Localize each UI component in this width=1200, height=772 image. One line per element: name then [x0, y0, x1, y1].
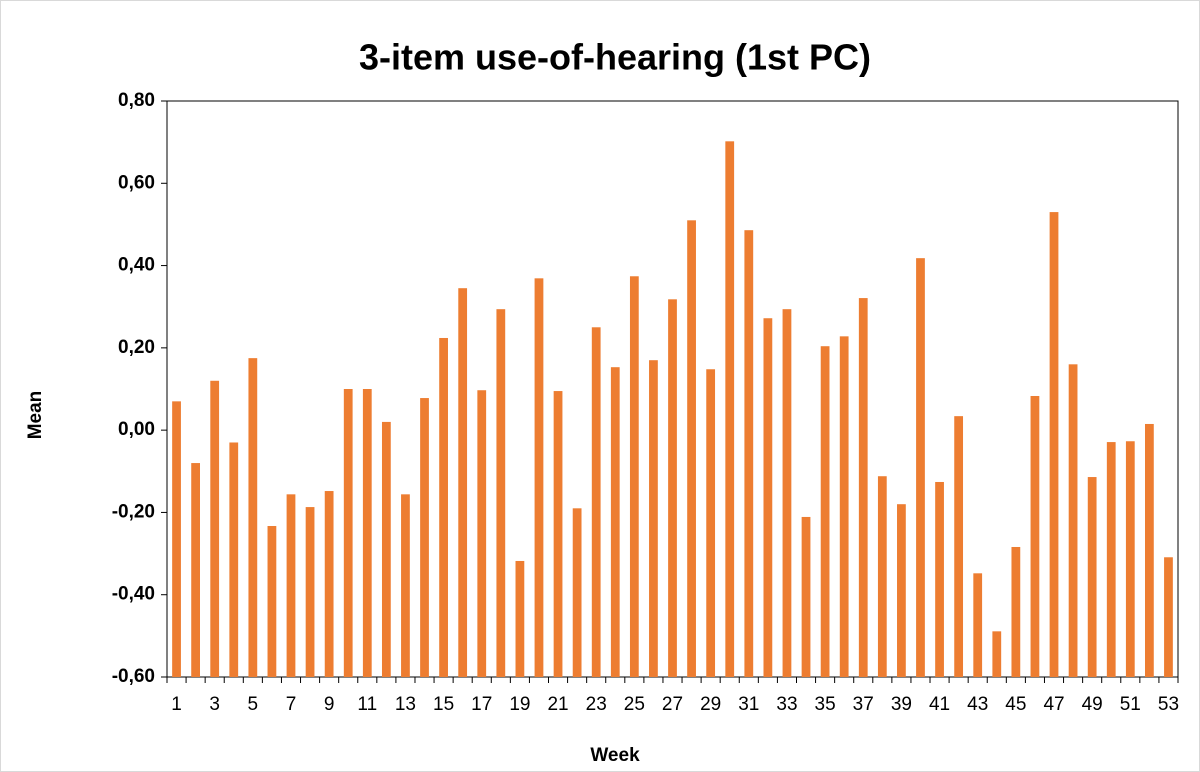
- bar: [973, 573, 983, 677]
- bar: [725, 141, 735, 677]
- x-tick-label: 9: [324, 694, 335, 715]
- y-tick-label: 0,60: [118, 172, 155, 193]
- bar: [267, 526, 277, 677]
- y-tick-label: 0,00: [118, 419, 155, 440]
- bar: [1106, 442, 1116, 677]
- y-tick-label: 0,20: [118, 337, 155, 358]
- bar: [1125, 441, 1135, 677]
- chart-title: 3-item use-of-hearing (1st PC): [359, 37, 871, 78]
- x-tick-label: 49: [1082, 694, 1103, 715]
- x-tick-label: 43: [967, 694, 988, 715]
- bar: [954, 416, 964, 677]
- bar: [305, 507, 315, 677]
- y-tick-label: 0,40: [118, 255, 155, 276]
- bar: [629, 276, 639, 677]
- x-tick-label: 23: [586, 694, 607, 715]
- x-tick-label: 21: [547, 694, 568, 715]
- bar: [668, 299, 677, 677]
- x-tick-label: 33: [776, 694, 797, 715]
- x-tick-label: 13: [395, 694, 416, 715]
- x-tick-label: 17: [471, 694, 492, 715]
- x-tick-label: 41: [929, 694, 950, 715]
- bar: [916, 258, 925, 677]
- bar: [820, 346, 830, 677]
- bar: [1068, 364, 1078, 677]
- bar: [858, 298, 868, 677]
- x-tick-label: 1: [171, 694, 182, 715]
- y-tick-label: 0,80: [118, 90, 155, 111]
- bar: [362, 389, 372, 677]
- x-tick-label: 15: [433, 694, 454, 715]
- x-tick-label: 19: [509, 694, 530, 715]
- bar: [706, 369, 716, 677]
- x-tick-label: 29: [700, 694, 721, 715]
- x-tick-label: 11: [357, 694, 377, 715]
- bar: [1144, 423, 1154, 677]
- bar: [553, 391, 563, 677]
- bar: [782, 309, 792, 677]
- bar: [324, 491, 334, 677]
- bar: [420, 398, 429, 677]
- x-tick-label: 39: [891, 694, 912, 715]
- y-tick-label: -0,60: [112, 666, 155, 687]
- x-tick-label: 45: [1005, 694, 1026, 715]
- x-tick-label: 3: [209, 694, 220, 715]
- bar: [229, 442, 239, 677]
- x-tick-label: 51: [1120, 694, 1141, 715]
- bar: [381, 421, 391, 677]
- bar: [801, 516, 811, 677]
- bar: [1164, 557, 1173, 677]
- bar: [897, 504, 906, 677]
- bar: [877, 476, 887, 677]
- x-tick-label: 5: [248, 694, 259, 715]
- x-tick-label: 37: [853, 694, 874, 715]
- bar: [343, 389, 353, 677]
- x-axis-label: Week: [590, 745, 640, 766]
- bar: [477, 390, 487, 677]
- x-tick-label: 47: [1043, 694, 1064, 715]
- x-tick-label: 31: [738, 694, 759, 715]
- bar: [1030, 395, 1040, 677]
- bar: [515, 560, 525, 677]
- bar: [935, 481, 944, 677]
- bar: [610, 367, 620, 677]
- bar: [286, 494, 296, 677]
- bar: [248, 358, 258, 677]
- bar: [496, 309, 506, 677]
- bar: [839, 336, 849, 677]
- bar: [763, 318, 773, 677]
- bar: [439, 337, 448, 677]
- bar: [1087, 477, 1097, 677]
- y-axis-label: Mean: [25, 391, 46, 440]
- bar: [687, 220, 696, 678]
- bar: [992, 631, 1002, 677]
- bar: [401, 494, 410, 677]
- x-tick-label: 53: [1158, 694, 1179, 715]
- bar: [572, 508, 582, 677]
- bar: [172, 401, 181, 677]
- bar: [591, 327, 601, 677]
- bar: [191, 463, 201, 677]
- x-tick-label: 27: [662, 694, 683, 715]
- bar: [744, 230, 754, 677]
- x-tick-label: 35: [815, 694, 836, 715]
- bar: [534, 278, 544, 677]
- x-tick-label: 7: [286, 694, 297, 715]
- bar: [1049, 212, 1059, 678]
- bar: [210, 380, 220, 677]
- bar: [458, 288, 468, 677]
- y-tick-label: -0,40: [112, 584, 155, 605]
- bar: [649, 360, 658, 677]
- y-tick-label: -0,20: [112, 501, 155, 522]
- x-tick-label: 25: [624, 694, 645, 715]
- bar: [1011, 546, 1021, 677]
